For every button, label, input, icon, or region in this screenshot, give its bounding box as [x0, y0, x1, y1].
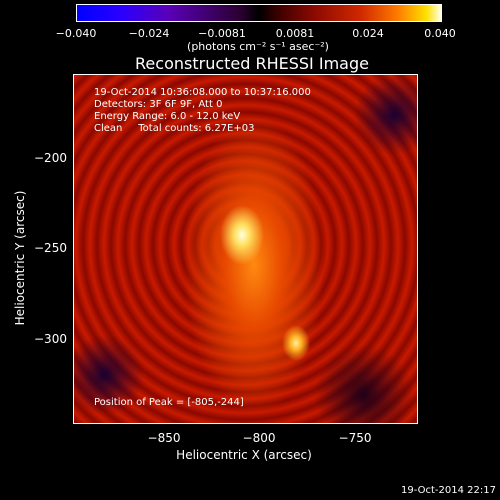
colorbar-tick: −0.024 [128, 27, 170, 40]
colorbar-tick: −0.040 [55, 27, 97, 40]
info-line: Energy Range: 6.0 - 12.0 keV [94, 111, 241, 122]
x-tick-label: −850 [147, 431, 181, 445]
x-axis-label: Heliocentric X (arcsec) [176, 448, 312, 462]
colorbar [76, 4, 442, 22]
plot-title: Reconstructed RHESSI Image [135, 54, 369, 73]
y-axis-label: Heliocentric Y (arcsec) [13, 190, 27, 326]
info-line: Clean Total counts: 6.27E+03 [94, 123, 255, 134]
info-line: Detectors: 3F 6F 9F, Att 0 [94, 99, 223, 110]
info-line: 19-Oct-2014 10:36:08.000 to 10:37:16.000 [94, 87, 311, 98]
y-tick-label: −250 [34, 241, 67, 255]
peak-position: Position of Peak = [-805,-244] [94, 397, 244, 408]
timestamp: 19-Oct-2014 22:17 [401, 485, 496, 496]
x-tick-label: −800 [242, 431, 276, 445]
colorbar-tick: −0.0081 [198, 27, 246, 40]
colorbar-unit: (photons cm⁻² s⁻¹ asec⁻²) [187, 40, 329, 53]
y-tick-label: −300 [34, 332, 67, 346]
image-plot: 19-Oct-2014 10:36:08.000 to 10:37:16.000… [73, 74, 418, 424]
colorbar-tick: 0.040 [424, 27, 456, 40]
colorbar-tick: 0.024 [352, 27, 384, 40]
y-tick-label: −200 [34, 151, 67, 165]
x-tick-label: −750 [338, 431, 372, 445]
colorbar-tick: 0.0081 [275, 27, 315, 40]
